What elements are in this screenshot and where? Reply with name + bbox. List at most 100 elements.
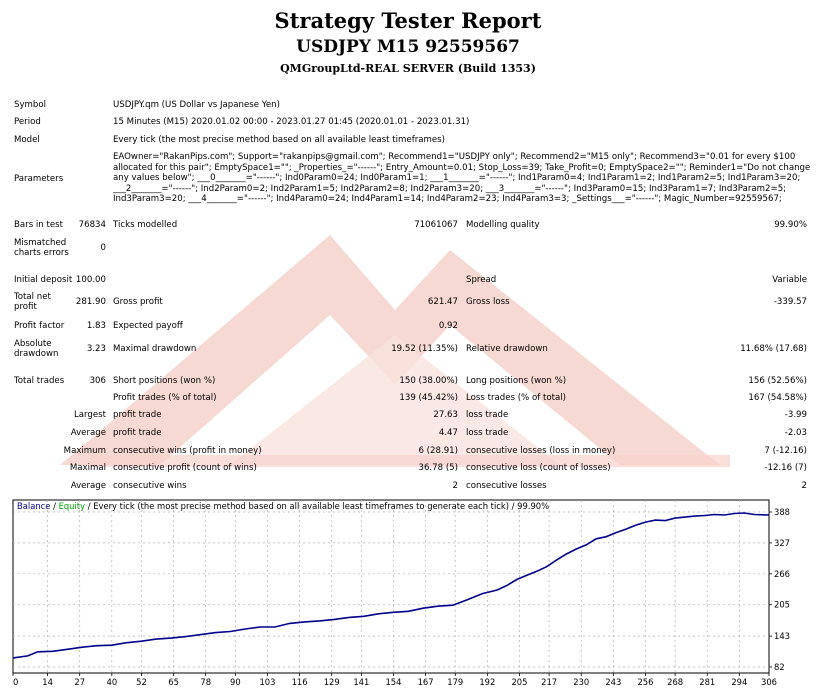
x-tick-label: 154 [385, 677, 401, 687]
x-tick-label: 103 [259, 677, 275, 687]
pf-value: 1.83 [86, 321, 106, 331]
x-tick-label: 230 [573, 677, 589, 687]
mismatch-label-1: Mismatched [14, 238, 67, 248]
x-tick-label: 116 [292, 677, 308, 687]
absdd-value: 3.23 [86, 344, 106, 354]
short-value: 150 (38.00%) [399, 376, 458, 386]
x-tick-label: 192 [479, 677, 495, 687]
reldd-label: Relative drawdown [466, 344, 548, 354]
quality-value: 99.90% [774, 220, 807, 230]
x-tick-label: 65 [168, 677, 179, 687]
long-value: 156 (52.56%) [748, 376, 807, 386]
maxdd-label: Maximal drawdown [113, 344, 197, 354]
report-subtitle: USDJPY M15 92559567 [296, 37, 520, 57]
mismatch-value: 0 [100, 243, 106, 253]
ticks-value: 71061067 [414, 220, 458, 230]
period-label: Period [14, 117, 41, 127]
spread-label: Spread [466, 275, 497, 285]
absdd-label-1: Absolute [14, 339, 52, 349]
balance-series-line [12, 512, 770, 659]
ticks-label: Ticks modelled [113, 220, 178, 230]
x-tick-label: 27 [74, 677, 85, 687]
max-cl-value: 7 (-12.16) [764, 446, 807, 456]
maximal-cp-value: 36.78 (5) [418, 463, 458, 473]
payoff-value: 0.92 [438, 321, 458, 331]
avg-cl-value: 2 [801, 481, 807, 491]
grossprofit-label: Gross profit [113, 297, 163, 307]
netprofit-value: 281.90 [75, 297, 106, 307]
x-tick-label: 40 [106, 677, 117, 687]
maximal-cl-value: -12.16 (7) [764, 463, 807, 473]
average-lt-label: loss trade [466, 428, 509, 438]
x-tick-label: 0 [13, 677, 18, 687]
x-tick-label: 167 [418, 677, 434, 687]
grossprofit-value: 621.47 [427, 297, 458, 307]
x-tick-label: 243 [605, 677, 621, 687]
x-tick-label: 14 [42, 677, 53, 687]
x-tick-label: 90 [230, 677, 241, 687]
average-lt-value: -2.03 [784, 428, 807, 438]
x-tick-label: 129 [324, 677, 340, 687]
y-tick-label: 327 [774, 538, 790, 548]
deposit-value: 100.00 [75, 275, 106, 285]
maximal-cl-label: consecutive loss (count of losses) [466, 463, 611, 473]
x-tick-label: 179 [447, 677, 463, 687]
short-label: Short positions (won %) [113, 376, 216, 386]
legend-separator: / [50, 501, 58, 511]
y-tick-label: 143 [774, 631, 790, 641]
avg-cw-label: consecutive wins [113, 481, 187, 491]
deposit-label: Initial deposit [14, 275, 73, 285]
pf-label: Profit factor [14, 321, 65, 331]
largest-pt-value: 27.63 [433, 410, 458, 420]
chart-legend: Balance / Equity / Every tick (the most … [17, 501, 549, 511]
x-tick-label: 217 [541, 677, 557, 687]
x-tick-label: 281 [699, 677, 715, 687]
max-cw-label: consecutive wins (profit in money) [113, 446, 262, 456]
x-tick-label: 306 [761, 677, 777, 687]
x-tick-label: 256 [637, 677, 653, 687]
chart-frame [12, 499, 770, 674]
chart-x-ticks: 0 14 27 40 52 65 78 90 103 116 129 141 154 167 179 192 2… [12, 673, 777, 687]
x-tick-label: 268 [667, 677, 683, 687]
x-tick-label: 141 [353, 677, 369, 687]
pt-label: Profit trades (% of total) [113, 393, 217, 403]
absdd-label-2: drawdown [14, 349, 59, 359]
quality-label: Modelling quality [466, 220, 540, 230]
long-label: Long positions (won %) [466, 376, 567, 386]
largest-label: Largest [73, 410, 106, 420]
mismatch-label-2: charts errors [14, 248, 69, 258]
parameters-label: Parameters [14, 174, 64, 184]
x-tick-label: 52 [136, 677, 147, 687]
largest-lt-value: -3.99 [784, 410, 807, 420]
average2-label: Average [70, 481, 106, 491]
parameters-value: EAOwner="RakanPips.com"; Support="rakanp… [113, 152, 811, 205]
report-title: Strategy Tester Report [274, 8, 542, 33]
x-tick-label: 205 [511, 677, 527, 687]
chart-grid [13, 500, 769, 673]
pt-value: 139 (45.42%) [399, 393, 458, 403]
largest-lt-label: loss trade [466, 410, 509, 420]
avg-cw-value: 2 [452, 481, 458, 491]
x-tick-label: 78 [200, 677, 211, 687]
average-pt-value: 4.47 [438, 428, 458, 438]
maximal-label: Maximal [69, 463, 106, 473]
payoff-label: Expected payoff [113, 321, 183, 331]
x-tick-label: 294 [731, 677, 747, 687]
netprofit-label-1: Total net [14, 292, 51, 302]
average-pt-label: profit trade [113, 428, 162, 438]
grossloss-label: Gross loss [466, 297, 510, 307]
y-tick-label: 205 [774, 600, 790, 610]
average-label: Average [70, 428, 106, 438]
spread-value: Variable [772, 275, 807, 285]
maximal-cp-label: consecutive profit (count of wins) [113, 463, 257, 473]
legend-balance: Balance [17, 501, 50, 511]
max-cw-value: 6 (28.91) [418, 446, 458, 456]
max-cl-label: consecutive losses (loss in money) [466, 446, 616, 456]
avg-cl-label: consecutive losses [466, 481, 547, 491]
balance-chart: 0 14 27 40 52 65 78 90 103 116 129 141 154 167 179 192 2… [12, 499, 790, 687]
largest-pt-label: profit trade [113, 410, 162, 420]
bars-value: 76834 [78, 220, 106, 230]
y-tick-label: 388 [774, 507, 790, 517]
model-value: Every tick (the most precise method base… [113, 135, 446, 145]
legend-description: / Every tick (the most precise method ba… [85, 501, 549, 511]
